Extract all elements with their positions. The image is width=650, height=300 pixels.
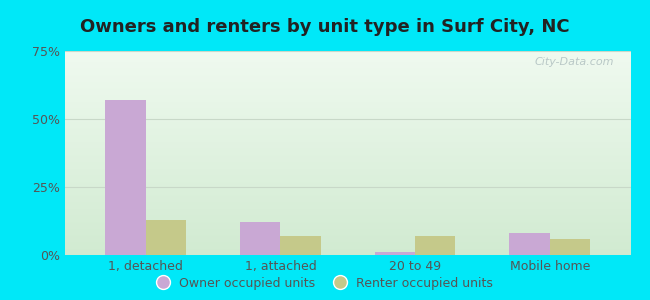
Bar [146,220,186,255]
Bar [374,252,415,255]
Legend: Owner occupied units, Renter occupied units: Owner occupied units, Renter occupied un… [153,273,497,294]
Bar [240,222,280,255]
Bar [510,233,550,255]
Bar [415,236,456,255]
Bar [550,239,590,255]
Text: City-Data.com: City-Data.com [534,57,614,67]
Bar [105,100,146,255]
Bar [280,236,321,255]
Text: Owners and renters by unit type in Surf City, NC: Owners and renters by unit type in Surf … [80,18,570,36]
